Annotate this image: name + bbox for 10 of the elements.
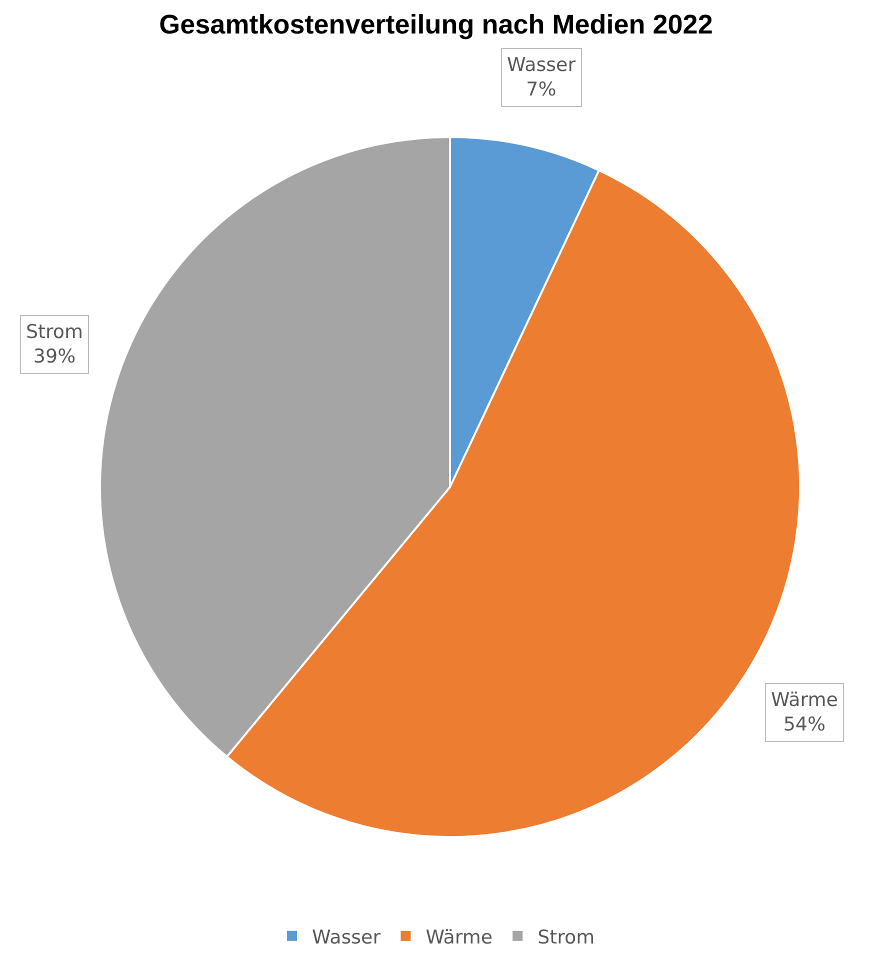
legend-label: Wasser <box>312 926 381 948</box>
chart-title: Gesamtkostenverteilung nach Medien 2022 <box>159 9 713 40</box>
data-label: 54% <box>783 714 826 736</box>
legend-label: Wärme <box>426 926 493 948</box>
data-label: 39% <box>33 346 76 368</box>
slice-label: Wasser <box>507 54 576 76</box>
legend-label: Strom <box>538 926 595 948</box>
data-label: 7% <box>526 78 556 101</box>
slice-label: Strom <box>26 321 84 343</box>
slice-label: Wärme <box>771 689 838 711</box>
